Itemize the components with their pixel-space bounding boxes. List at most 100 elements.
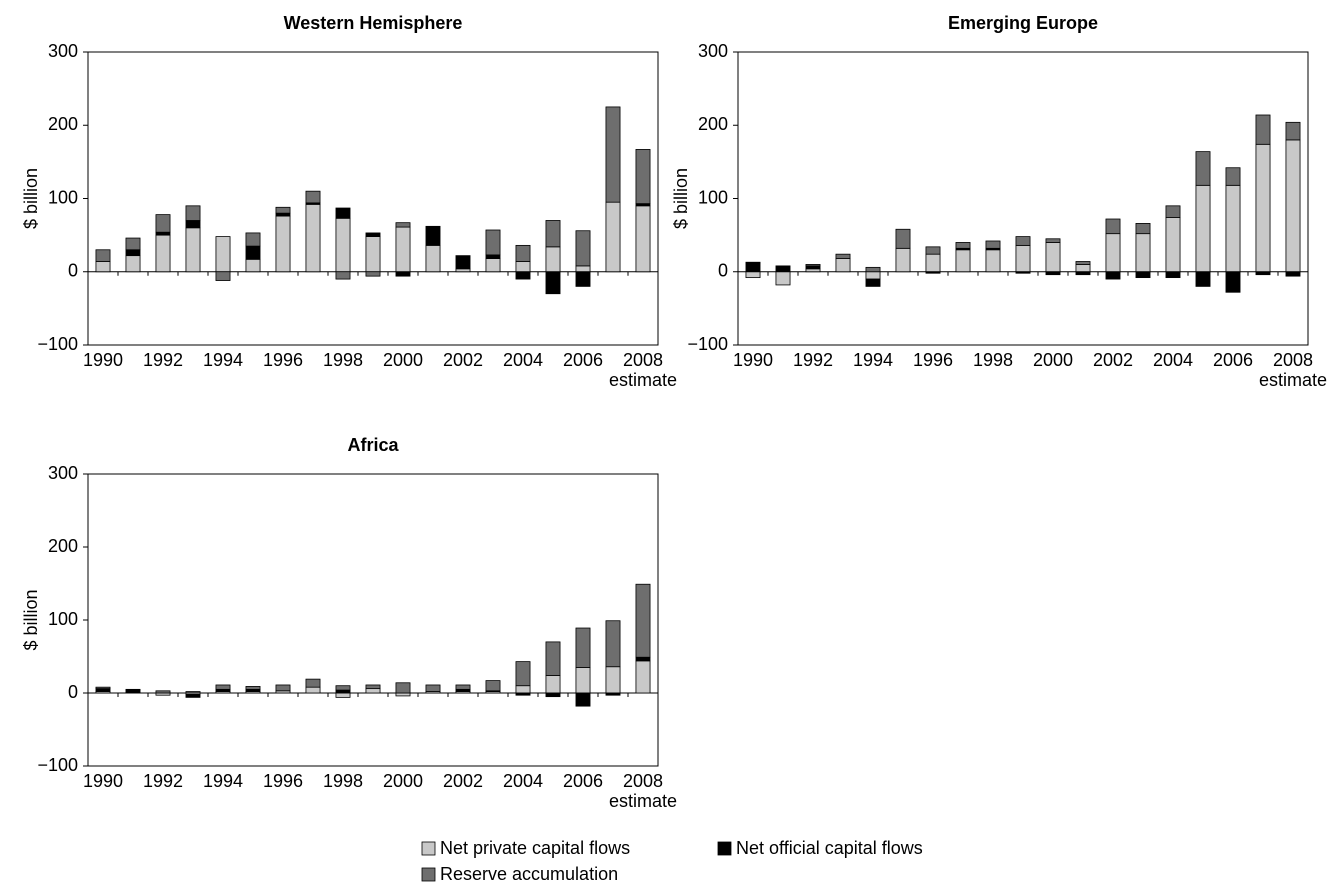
bar-segment (1225, 184, 1241, 273)
bar-segment (95, 249, 111, 262)
y-axis-label: $ billion (21, 168, 41, 229)
bar-segment (1105, 233, 1121, 273)
bar-segment (335, 271, 351, 280)
x-tick-label: 1992 (143, 350, 183, 370)
bar-segment (125, 688, 141, 691)
bar-segment (1255, 143, 1271, 273)
bar-segment (1165, 217, 1181, 273)
x-tick-label: 1996 (263, 771, 303, 791)
bar-segment (605, 201, 621, 273)
x-tick-label: 2000 (1033, 350, 1073, 370)
bar-segment (215, 684, 231, 690)
bar-segment (155, 231, 171, 236)
bar-segment (155, 234, 171, 273)
bar-segment (335, 207, 351, 219)
bar-segment (835, 253, 851, 259)
x-tick-label: 2008 (1273, 350, 1313, 370)
bar-segment (335, 685, 351, 691)
bar-segment (485, 254, 501, 259)
bar-segment (485, 680, 501, 692)
bar-segment (1225, 271, 1241, 293)
bar-segment (895, 247, 911, 273)
legend-label: Net private capital flows (440, 838, 630, 858)
legend-swatch (717, 841, 732, 856)
bar-segment (395, 682, 411, 694)
bar-segment (575, 271, 591, 287)
bar-segment (365, 236, 381, 273)
bar-segment (1135, 271, 1151, 279)
bar-segment (305, 190, 321, 204)
bar-segment (635, 149, 651, 205)
bar-segment (95, 261, 111, 273)
bar-segment (455, 684, 471, 690)
bar-segment (125, 255, 141, 273)
bar-segment (545, 692, 561, 698)
plot-frame (87, 51, 659, 346)
bar-segment (515, 685, 531, 694)
y-tick-label: 200 (48, 536, 78, 556)
y-tick-label: 0 (68, 261, 78, 281)
bar-segment (1075, 271, 1091, 276)
chart-title: Africa (347, 435, 399, 455)
y-tick-label: 300 (48, 41, 78, 61)
chart-title: Western Hemisphere (284, 13, 463, 33)
x-tick-label: 1994 (853, 350, 893, 370)
bar-segment (365, 232, 381, 237)
bar-segment (605, 106, 621, 203)
bar-segment (805, 265, 821, 270)
y-tick-label: −100 (687, 334, 728, 354)
x-tick-label: 1992 (793, 350, 833, 370)
x-tick-label: 1990 (83, 771, 123, 791)
bar-segment (395, 222, 411, 228)
x-tick-label: 1992 (143, 771, 183, 791)
y-tick-label: 200 (698, 114, 728, 134)
bar-segment (185, 205, 201, 221)
bar-segment (955, 242, 971, 249)
bar-segment (1045, 238, 1061, 243)
bar-segment (1195, 151, 1211, 186)
bar-segment (275, 212, 291, 217)
bar-segment (575, 627, 591, 668)
y-tick-label: 300 (48, 463, 78, 483)
bar-segment (1195, 271, 1211, 287)
y-tick-label: −100 (37, 755, 78, 775)
x-tick-label: 2000 (383, 350, 423, 370)
x-tick-label: 2006 (563, 350, 603, 370)
bar-segment (575, 230, 591, 267)
bar-segment (745, 262, 761, 273)
bar-segment (275, 206, 291, 214)
bar-segment (245, 686, 261, 690)
bar-segment (1075, 264, 1091, 273)
legend-label: Reserve accumulation (440, 864, 618, 884)
bar-segment (575, 692, 591, 707)
bar-segment (365, 271, 381, 277)
bar-segment (1015, 271, 1031, 274)
x-tick-label: 2002 (1093, 350, 1133, 370)
bar-segment (1255, 271, 1271, 276)
bar-segment (635, 205, 651, 273)
bar-segment (1135, 223, 1151, 235)
bar-segment (925, 246, 941, 255)
y-tick-label: 100 (48, 187, 78, 207)
bar-segment (275, 684, 291, 692)
legend-swatch (421, 867, 436, 882)
bar-segment (455, 268, 471, 273)
legend-label: Net official capital flows (736, 838, 923, 858)
chart-title: Emerging Europe (948, 13, 1098, 33)
bar-segment (1015, 236, 1031, 246)
bar-segment (955, 249, 971, 273)
bar-segment (895, 228, 911, 249)
bar-segment (985, 240, 1001, 249)
x-tick-label: 1994 (203, 350, 243, 370)
bar-segment (1075, 261, 1091, 265)
bar-segment (335, 217, 351, 273)
bar-segment (1195, 184, 1211, 273)
bar-segment (425, 684, 441, 692)
y-axis-label: $ billion (671, 168, 691, 229)
bar-segment (1285, 139, 1301, 273)
bar-segment (245, 232, 261, 247)
bar-segment (865, 278, 881, 287)
bar-segment (1105, 271, 1121, 280)
x-tick-label: 1996 (263, 350, 303, 370)
bar-segment (155, 690, 171, 694)
